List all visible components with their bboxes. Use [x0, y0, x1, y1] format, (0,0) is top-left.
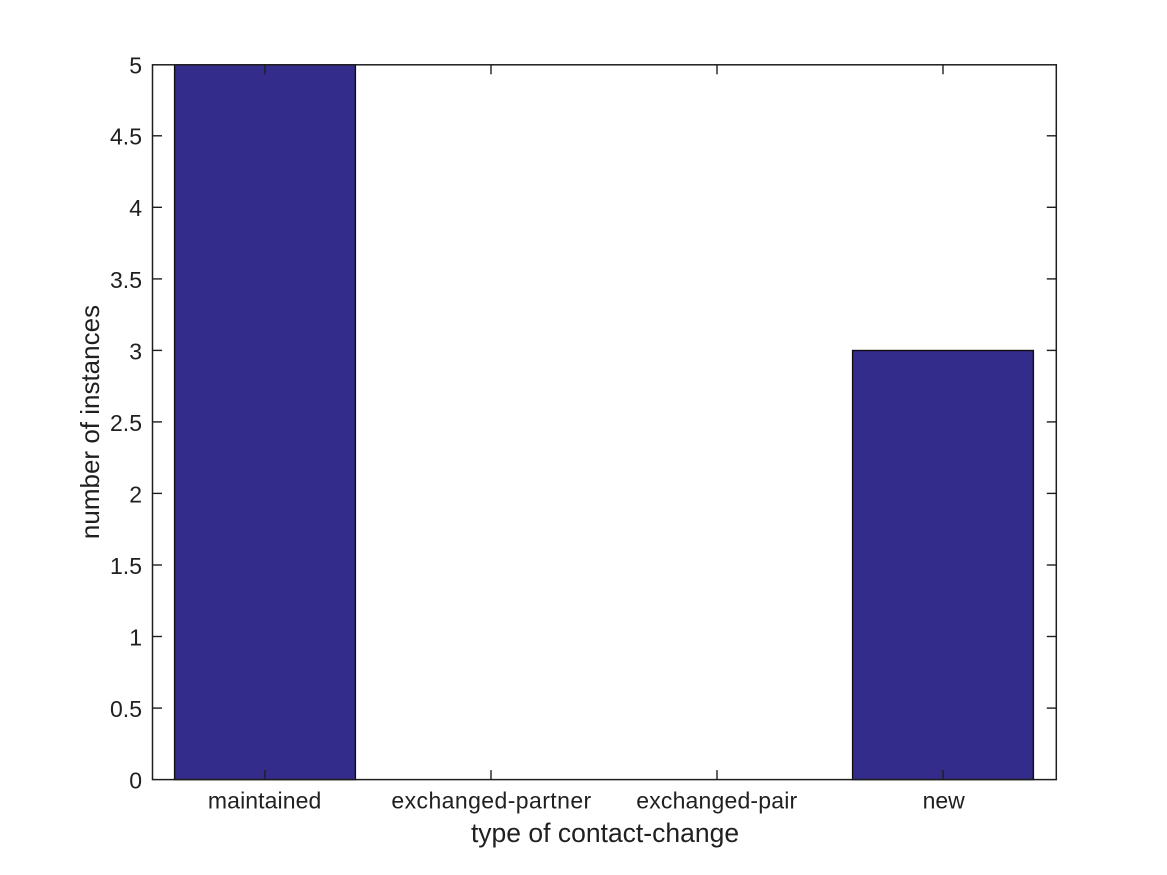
svg-text:1: 1 [129, 624, 142, 650]
svg-text:1.5: 1.5 [110, 553, 142, 579]
svg-text:3: 3 [129, 338, 142, 364]
svg-text:2: 2 [129, 481, 142, 507]
svg-text:number of instances: number of instances [75, 305, 105, 539]
svg-text:0: 0 [129, 768, 142, 794]
svg-text:5: 5 [129, 52, 142, 78]
svg-text:maintained: maintained [208, 788, 322, 814]
svg-text:new: new [923, 788, 966, 814]
svg-text:0.5: 0.5 [110, 696, 142, 722]
svg-text:4.5: 4.5 [110, 124, 142, 150]
svg-text:exchanged-partner: exchanged-partner [391, 788, 591, 814]
svg-text:4: 4 [129, 195, 142, 221]
svg-text:exchanged-pair: exchanged-pair [636, 788, 797, 814]
svg-text:3.5: 3.5 [110, 267, 142, 293]
svg-text:2.5: 2.5 [110, 410, 142, 436]
svg-text:type of contact-change: type of contact-change [471, 818, 739, 848]
